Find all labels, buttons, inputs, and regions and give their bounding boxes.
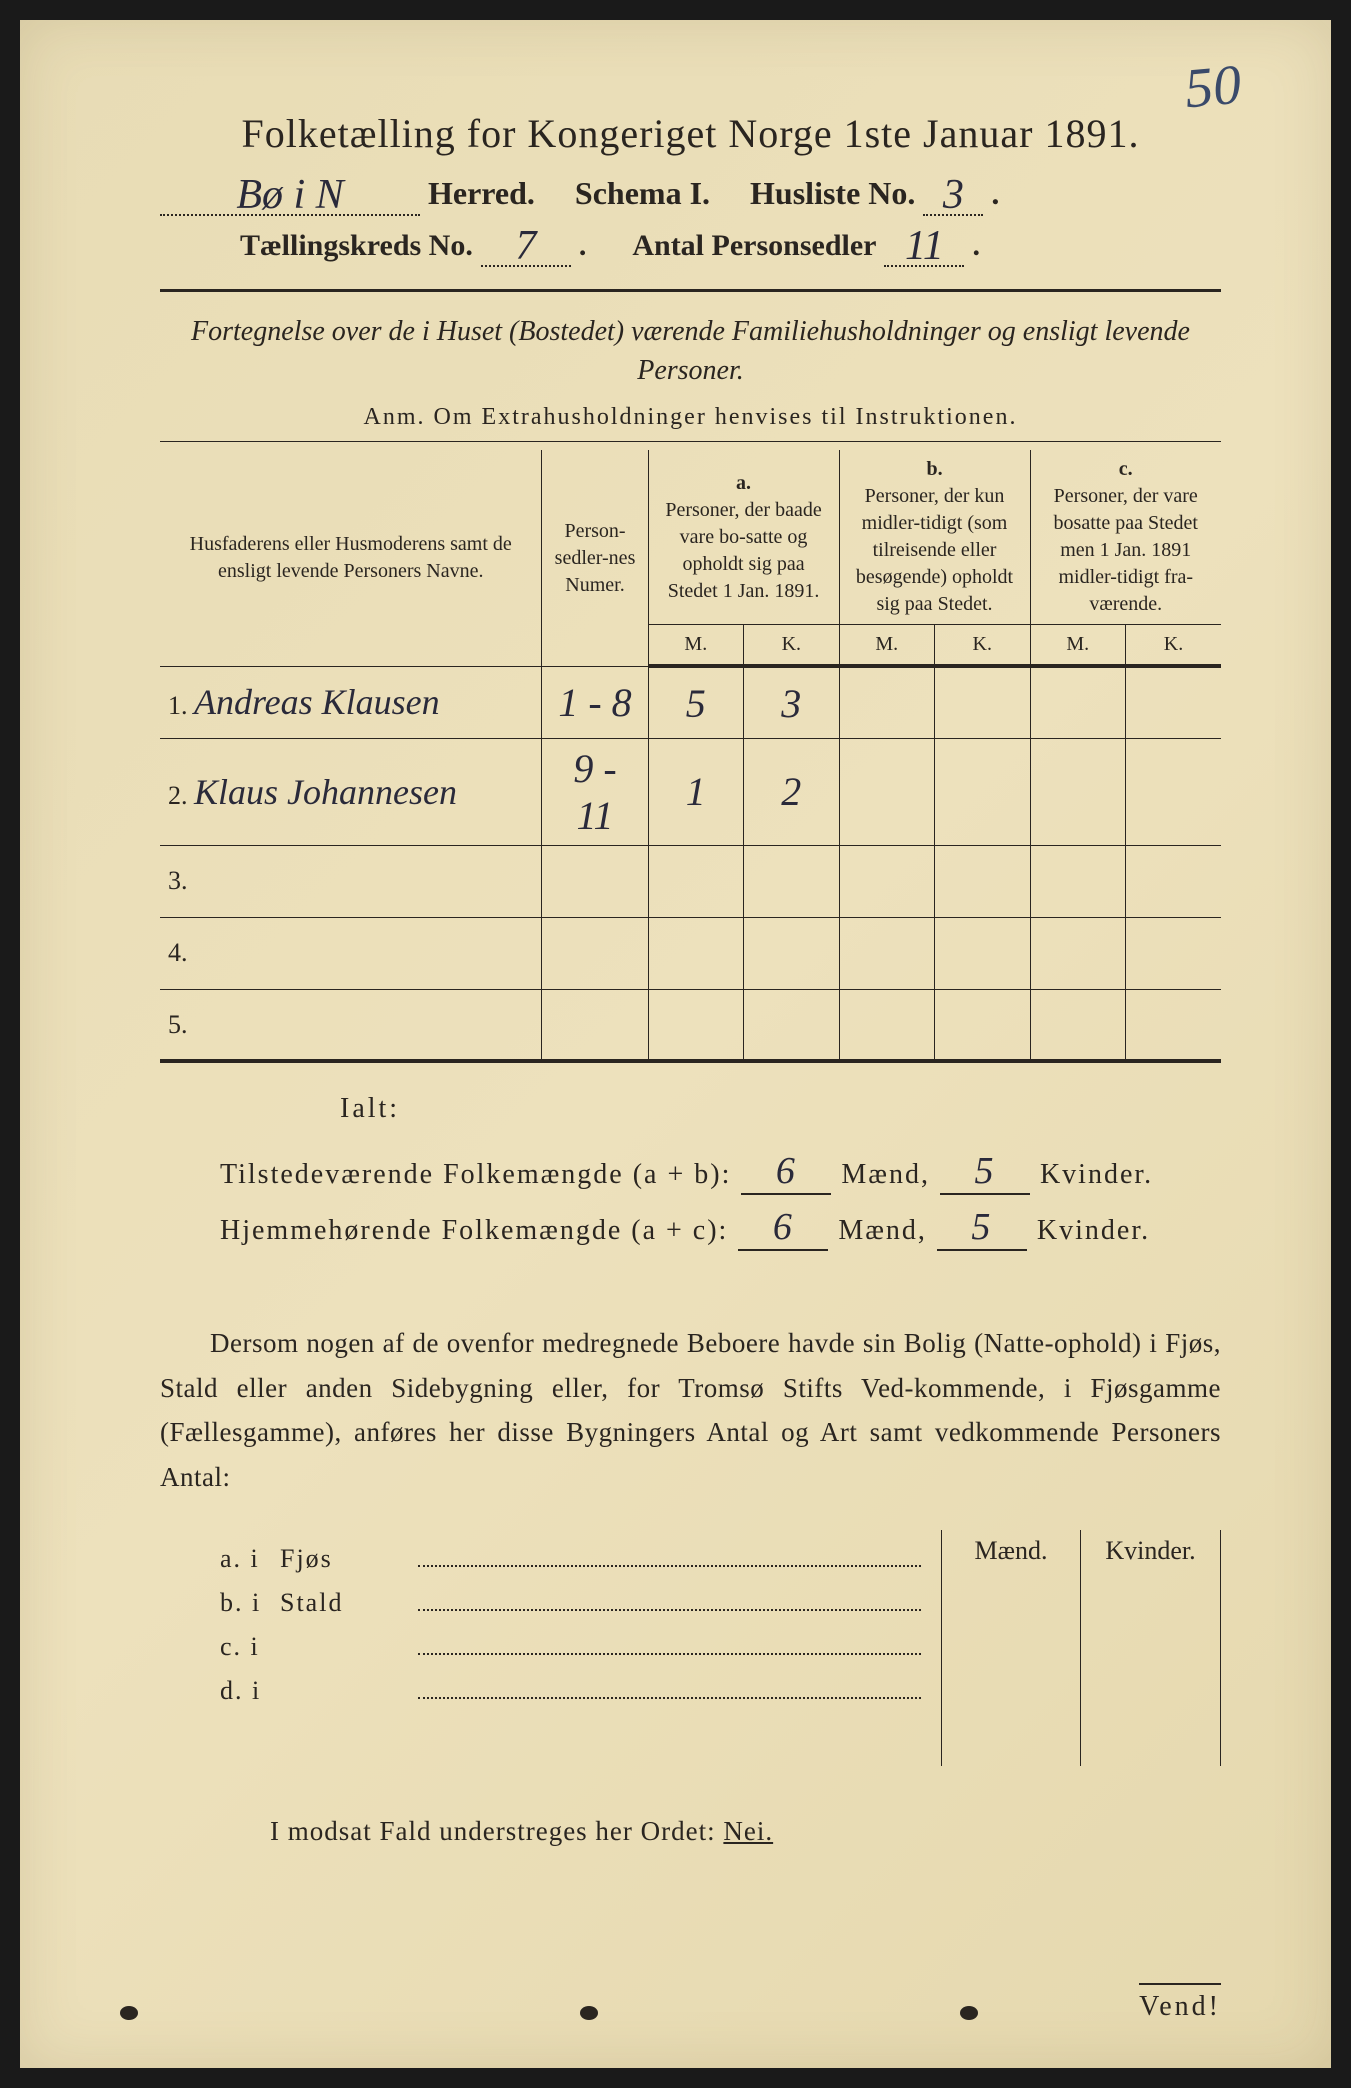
cell-ck <box>1125 917 1221 989</box>
kreds-value: 7 <box>515 230 536 264</box>
form-title: Folketælling for Kongeriget Norge 1ste J… <box>160 110 1221 157</box>
col-header-number: Person-sedler-nes Numer. <box>542 450 648 666</box>
cell-bk <box>935 845 1030 917</box>
kreds-label: Tællingskreds No. <box>240 229 473 263</box>
col-header-a: a.Personer, der baade vare bo-satte og o… <box>648 450 839 625</box>
col-m: M. <box>648 625 743 667</box>
header-row-1: Bø i N Herred. Schema I. Husliste No. 3 … <box>160 175 1221 216</box>
kvinder-column: Kvinder. <box>1081 1530 1221 1766</box>
household-table: Husfaderens eller Husmoderens samt de en… <box>160 450 1221 1063</box>
cell-num <box>542 845 648 917</box>
cell-cm <box>1030 845 1125 917</box>
cell-cm <box>1030 666 1125 738</box>
form-subtitle: Fortegnelse over de i Huset (Bostedet) v… <box>160 312 1221 390</box>
col-header-b: b.Personer, der kun midler-tidigt (som t… <box>839 450 1030 625</box>
total-present-k: 5 <box>974 1150 995 1192</box>
outbuilding-row: b. iStald <box>220 1588 929 1618</box>
cell-cm <box>1030 738 1125 845</box>
cell-bk <box>935 738 1030 845</box>
cell-bm <box>839 666 934 738</box>
outbuilding-section: a. iFjøs b. iStald c. i d. i Mænd. Kvind… <box>220 1530 1221 1766</box>
cell-num: 9 - 11 <box>542 738 648 845</box>
personsedler-label: Antal Personsedler <box>632 229 876 263</box>
total-resident-k: 5 <box>971 1206 992 1248</box>
binding-mark <box>120 2006 138 2020</box>
outbuilding-mk-columns: Mænd. Kvinder. <box>941 1530 1221 1766</box>
cell-num <box>542 989 648 1061</box>
col-k: K. <box>1125 625 1221 667</box>
table-row: 2. Klaus Johannesen 9 - 11 1 2 <box>160 738 1221 845</box>
binding-mark <box>960 2006 978 2020</box>
cell-ak <box>744 845 839 917</box>
cell-ck <box>1125 989 1221 1061</box>
total-resident-m: 6 <box>773 1206 794 1248</box>
cell-am: 5 <box>648 666 743 738</box>
col-m: M. <box>1030 625 1125 667</box>
outbuilding-row: d. i <box>220 1676 929 1706</box>
table-row: 1. Andreas Klausen 1 - 8 5 3 <box>160 666 1221 738</box>
cell-ak <box>744 917 839 989</box>
table-row: 3. <box>160 845 1221 917</box>
cell-bm <box>839 845 934 917</box>
cell-ak: 2 <box>744 738 839 845</box>
header-row-2: Tællingskreds No. 7 . Antal Personsedler… <box>160 226 1221 267</box>
cell-cm <box>1030 989 1125 1061</box>
col-header-c: c.Personer, der vare bosatte paa Stedet … <box>1030 450 1221 625</box>
binding-mark <box>580 2006 598 2020</box>
cell-cm <box>1030 917 1125 989</box>
footer-note: I modsat Fald understreges her Ordet: Ne… <box>270 1816 1221 1847</box>
anm-note: Anm. Om Extrahusholdninger henvises til … <box>160 404 1221 431</box>
cell-num <box>542 917 648 989</box>
col-k: K. <box>935 625 1030 667</box>
personsedler-value: 11 <box>905 230 944 264</box>
cell-am <box>648 989 743 1061</box>
cell-ck <box>1125 666 1221 738</box>
husliste-value: 3 <box>943 179 964 213</box>
col-m: M. <box>839 625 934 667</box>
cell-am <box>648 917 743 989</box>
cell-ck <box>1125 845 1221 917</box>
outbuilding-paragraph: Dersom nogen af de ovenfor medregnede Be… <box>160 1321 1221 1499</box>
cell-bk <box>935 989 1030 1061</box>
col-k: K. <box>744 625 839 667</box>
cell-bm <box>839 917 934 989</box>
herred-value: Bø i N <box>236 179 343 213</box>
maend-column: Mænd. <box>941 1530 1081 1766</box>
cell-ak <box>744 989 839 1061</box>
cell-ak: 3 <box>744 666 839 738</box>
table-row: 5. <box>160 989 1221 1061</box>
cell-am: 1 <box>648 738 743 845</box>
cell-bm <box>839 989 934 1061</box>
divider <box>160 441 1221 442</box>
page-corner-number: 50 <box>1182 53 1243 122</box>
outbuilding-row: c. i <box>220 1632 929 1662</box>
col-header-names: Husfaderens eller Husmoderens samt de en… <box>160 450 542 666</box>
divider <box>160 289 1221 292</box>
cell-num: 1 - 8 <box>542 666 648 738</box>
cell-bm <box>839 738 934 845</box>
census-form-page: 50 Folketælling for Kongeriget Norge 1st… <box>20 20 1331 2068</box>
person-name: Klaus Johannesen <box>194 772 457 812</box>
cell-bk <box>935 917 1030 989</box>
totals-present: Tilstedeværende Folkemængde (a + b): 6 M… <box>220 1149 1221 1195</box>
cell-ck <box>1125 738 1221 845</box>
total-present-m: 6 <box>776 1150 797 1192</box>
outbuilding-row: a. iFjøs <box>220 1544 929 1574</box>
ialt-label: Ialt: <box>340 1093 1221 1125</box>
schema-label: Schema I. <box>575 175 710 212</box>
cell-am <box>648 845 743 917</box>
turn-page-label: Vend! <box>1139 1983 1221 2023</box>
totals-resident: Hjemmehørende Folkemængde (a + c): 6 Mæn… <box>220 1205 1221 1251</box>
table-row: 4. <box>160 917 1221 989</box>
cell-bk <box>935 666 1030 738</box>
husliste-label: Husliste No. <box>750 175 915 212</box>
person-name: Andreas Klausen <box>194 682 440 722</box>
herred-label: Herred. <box>428 175 535 212</box>
